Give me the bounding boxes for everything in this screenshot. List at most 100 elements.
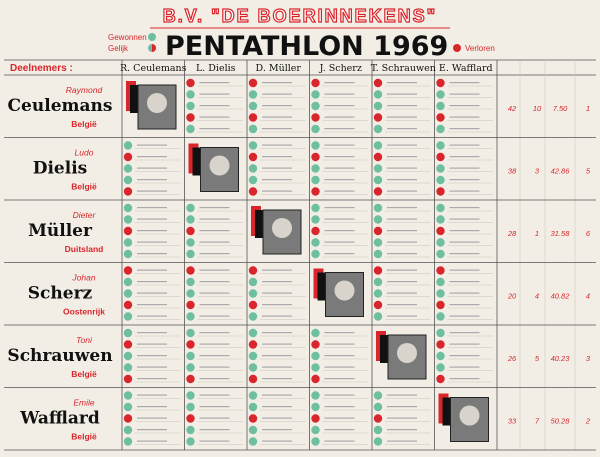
result-dot xyxy=(248,90,258,99)
score-scribble xyxy=(262,315,292,317)
last-name: Müller xyxy=(28,221,93,241)
column-header: T. Schrauwen xyxy=(371,63,436,74)
score-scribble xyxy=(387,207,417,209)
score-scribble xyxy=(387,179,417,181)
result-dot xyxy=(186,374,195,384)
score-scribble xyxy=(199,406,230,408)
result-dot xyxy=(186,425,195,435)
result-dot xyxy=(436,300,445,310)
score-scribble xyxy=(199,355,230,357)
result-dot xyxy=(186,249,195,259)
score-scribble xyxy=(137,241,167,243)
score-scribble xyxy=(449,116,480,118)
result-dot xyxy=(373,90,383,99)
score-scribble xyxy=(449,93,480,95)
result-dot xyxy=(186,363,195,372)
result-dot xyxy=(436,340,445,349)
result-dot xyxy=(436,124,445,134)
score-scribble xyxy=(449,281,480,283)
result-dot xyxy=(311,152,320,162)
result-dot xyxy=(123,340,133,349)
result-dot xyxy=(186,124,195,134)
score-scribble xyxy=(262,394,292,396)
score-scribble xyxy=(262,332,292,334)
result-dot xyxy=(248,187,258,196)
score-scribble xyxy=(262,355,292,357)
score-scribble xyxy=(449,179,480,181)
result-dot xyxy=(373,141,383,150)
result-dot xyxy=(436,328,445,338)
photo-flag-black xyxy=(130,85,138,113)
first-name: Toni xyxy=(76,335,93,345)
score-scribble xyxy=(449,355,480,357)
score-scribble xyxy=(324,190,355,192)
score-scribble xyxy=(137,366,167,368)
result-dot xyxy=(186,90,195,99)
result-dot xyxy=(436,187,445,196)
photo-face xyxy=(209,155,230,176)
stat: 10 xyxy=(533,104,542,113)
score-scribble xyxy=(262,378,292,380)
result-dot xyxy=(123,289,133,298)
score-scribble xyxy=(449,366,480,368)
result-dot xyxy=(373,414,383,423)
result-dot xyxy=(311,101,320,111)
score-scribble xyxy=(262,440,292,442)
result-dot xyxy=(373,425,383,435)
result-dot xyxy=(186,414,195,423)
result-dot xyxy=(311,226,320,236)
score-scribble xyxy=(387,116,417,118)
score-scribble xyxy=(449,167,480,169)
score-scribble xyxy=(324,82,355,84)
result-dot xyxy=(373,266,383,275)
table: R. Ceulemans L. Dielis D. Müller J. Scherz T… xyxy=(4,59,596,451)
score-scribble xyxy=(387,82,417,84)
score-scribble xyxy=(262,406,292,408)
result-dot xyxy=(123,203,133,213)
score-scribble xyxy=(262,269,292,271)
score-scribble xyxy=(324,241,355,243)
result-dot xyxy=(248,113,258,122)
result-dot xyxy=(436,277,445,287)
score-scribble xyxy=(324,366,355,368)
result-dot xyxy=(248,414,258,423)
result-dot xyxy=(311,328,320,338)
score-scribble xyxy=(262,179,292,181)
result-dot xyxy=(123,312,133,321)
score-scribble xyxy=(137,190,167,192)
stat: 3 xyxy=(586,354,591,363)
result-dot xyxy=(373,277,383,287)
result-dot xyxy=(123,152,133,162)
stat: 33 xyxy=(508,417,517,426)
score-scribble xyxy=(387,406,417,408)
result-dot xyxy=(373,78,383,88)
score-scribble xyxy=(262,366,292,368)
stat: 7 xyxy=(535,417,540,426)
score-scribble xyxy=(137,207,167,209)
result-dot xyxy=(186,328,195,338)
photo-flag-black xyxy=(317,272,326,301)
legend-draw-dot-left xyxy=(148,44,152,52)
result-dot xyxy=(436,203,445,213)
result-dot xyxy=(373,101,383,111)
result-dot xyxy=(436,351,445,361)
result-dot xyxy=(436,374,445,384)
result-dot xyxy=(373,113,383,122)
country: Duitsland xyxy=(65,244,104,254)
score-scribble xyxy=(387,167,417,169)
stat: 4 xyxy=(535,292,539,301)
result-dot xyxy=(248,402,258,412)
last-name: Wafflard xyxy=(19,409,100,429)
result-dot xyxy=(186,351,195,361)
legend-draw-dot-right xyxy=(152,44,156,52)
score-scribble xyxy=(387,417,417,419)
result-dot xyxy=(123,351,133,361)
result-dot xyxy=(373,289,383,298)
result-dot xyxy=(311,164,320,173)
result-dot xyxy=(186,238,195,247)
legend-draw: Gelijk xyxy=(108,44,129,53)
legend-won-dot xyxy=(148,33,156,41)
country: België xyxy=(71,369,97,379)
stat: 42 xyxy=(508,104,517,113)
result-dot xyxy=(186,437,195,446)
